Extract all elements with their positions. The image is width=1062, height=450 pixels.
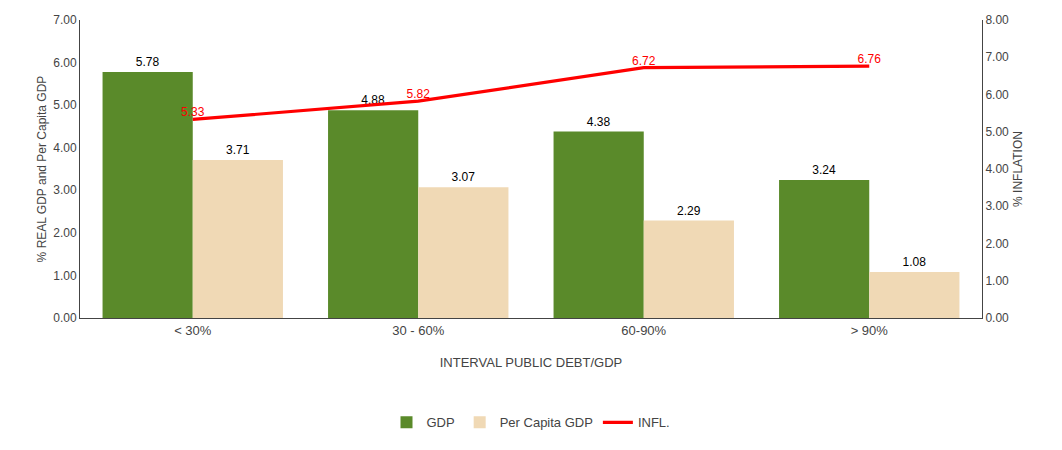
svg-text:0.00: 0.00: [53, 311, 77, 325]
svg-text:4.00: 4.00: [53, 141, 77, 155]
svg-text:Per Capita GDP: Per Capita GDP: [500, 415, 593, 430]
svg-text:4.88: 4.88: [361, 93, 385, 107]
svg-text:3.00: 3.00: [985, 199, 1009, 213]
svg-text:> 90%: > 90%: [851, 323, 889, 338]
svg-text:0.00: 0.00: [985, 311, 1009, 325]
svg-text:1.00: 1.00: [985, 274, 1009, 288]
svg-text:2.00: 2.00: [985, 237, 1009, 251]
svg-text:INTERVAL PUBLIC DEBT/GDP: INTERVAL PUBLIC DEBT/GDP: [440, 355, 623, 370]
svg-text:< 30%: < 30%: [174, 323, 212, 338]
svg-text:% INFLATION: % INFLATION: [1011, 131, 1025, 207]
svg-text:6.00: 6.00: [985, 88, 1009, 102]
svg-text:4.00: 4.00: [985, 162, 1009, 176]
svg-text:3.24: 3.24: [812, 163, 836, 177]
svg-text:7.00: 7.00: [53, 13, 77, 27]
svg-text:7.00: 7.00: [985, 50, 1009, 64]
svg-text:6.76: 6.76: [858, 52, 882, 66]
svg-text:% REAL GDP and Per Capita GDP: % REAL GDP and Per Capita GDP: [35, 76, 49, 263]
svg-text:3.07: 3.07: [452, 170, 476, 184]
svg-text:5.00: 5.00: [985, 125, 1009, 139]
svg-text:1.00: 1.00: [53, 269, 77, 283]
svg-text:4.38: 4.38: [587, 115, 611, 129]
svg-text:5.78: 5.78: [136, 55, 160, 69]
svg-text:INFL.: INFL.: [638, 415, 670, 430]
svg-text:60-90%: 60-90%: [621, 323, 666, 338]
svg-text:2.29: 2.29: [677, 204, 701, 218]
svg-text:5.33: 5.33: [181, 105, 205, 119]
svg-text:6.72: 6.72: [632, 54, 656, 68]
svg-text:3.71: 3.71: [226, 143, 250, 157]
svg-text:GDP: GDP: [427, 415, 455, 430]
svg-text:5.00: 5.00: [53, 98, 77, 112]
svg-text:5.82: 5.82: [407, 87, 431, 101]
svg-text:3.00: 3.00: [53, 183, 77, 197]
svg-text:6.00: 6.00: [53, 56, 77, 70]
svg-text:2.00: 2.00: [53, 226, 77, 240]
svg-text:1.08: 1.08: [903, 255, 927, 269]
svg-text:30 - 60%: 30 - 60%: [392, 323, 444, 338]
svg-text:8.00: 8.00: [985, 13, 1009, 27]
